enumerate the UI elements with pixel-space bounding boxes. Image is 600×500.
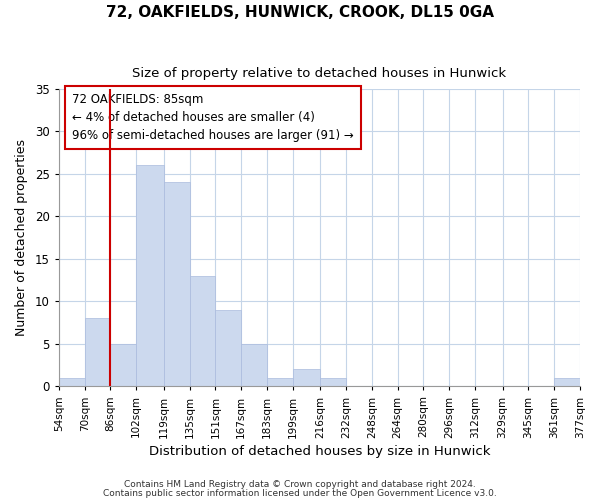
- Bar: [190, 276, 215, 386]
- Bar: [215, 310, 241, 386]
- X-axis label: Distribution of detached houses by size in Hunwick: Distribution of detached houses by size …: [149, 444, 490, 458]
- Bar: [59, 378, 85, 386]
- Text: 72 OAKFIELDS: 85sqm
← 4% of detached houses are smaller (4)
96% of semi-detached: 72 OAKFIELDS: 85sqm ← 4% of detached hou…: [72, 93, 353, 142]
- Bar: [267, 378, 293, 386]
- Text: Contains public sector information licensed under the Open Government Licence v3: Contains public sector information licen…: [103, 488, 497, 498]
- Y-axis label: Number of detached properties: Number of detached properties: [15, 139, 28, 336]
- Bar: [85, 318, 110, 386]
- Bar: [241, 344, 267, 387]
- Bar: [136, 165, 164, 386]
- Bar: [554, 378, 580, 386]
- Bar: [293, 370, 320, 386]
- Bar: [164, 182, 190, 386]
- Title: Size of property relative to detached houses in Hunwick: Size of property relative to detached ho…: [133, 68, 506, 80]
- Text: Contains HM Land Registry data © Crown copyright and database right 2024.: Contains HM Land Registry data © Crown c…: [124, 480, 476, 489]
- Bar: [110, 344, 136, 387]
- Text: 72, OAKFIELDS, HUNWICK, CROOK, DL15 0GA: 72, OAKFIELDS, HUNWICK, CROOK, DL15 0GA: [106, 5, 494, 20]
- Bar: [320, 378, 346, 386]
